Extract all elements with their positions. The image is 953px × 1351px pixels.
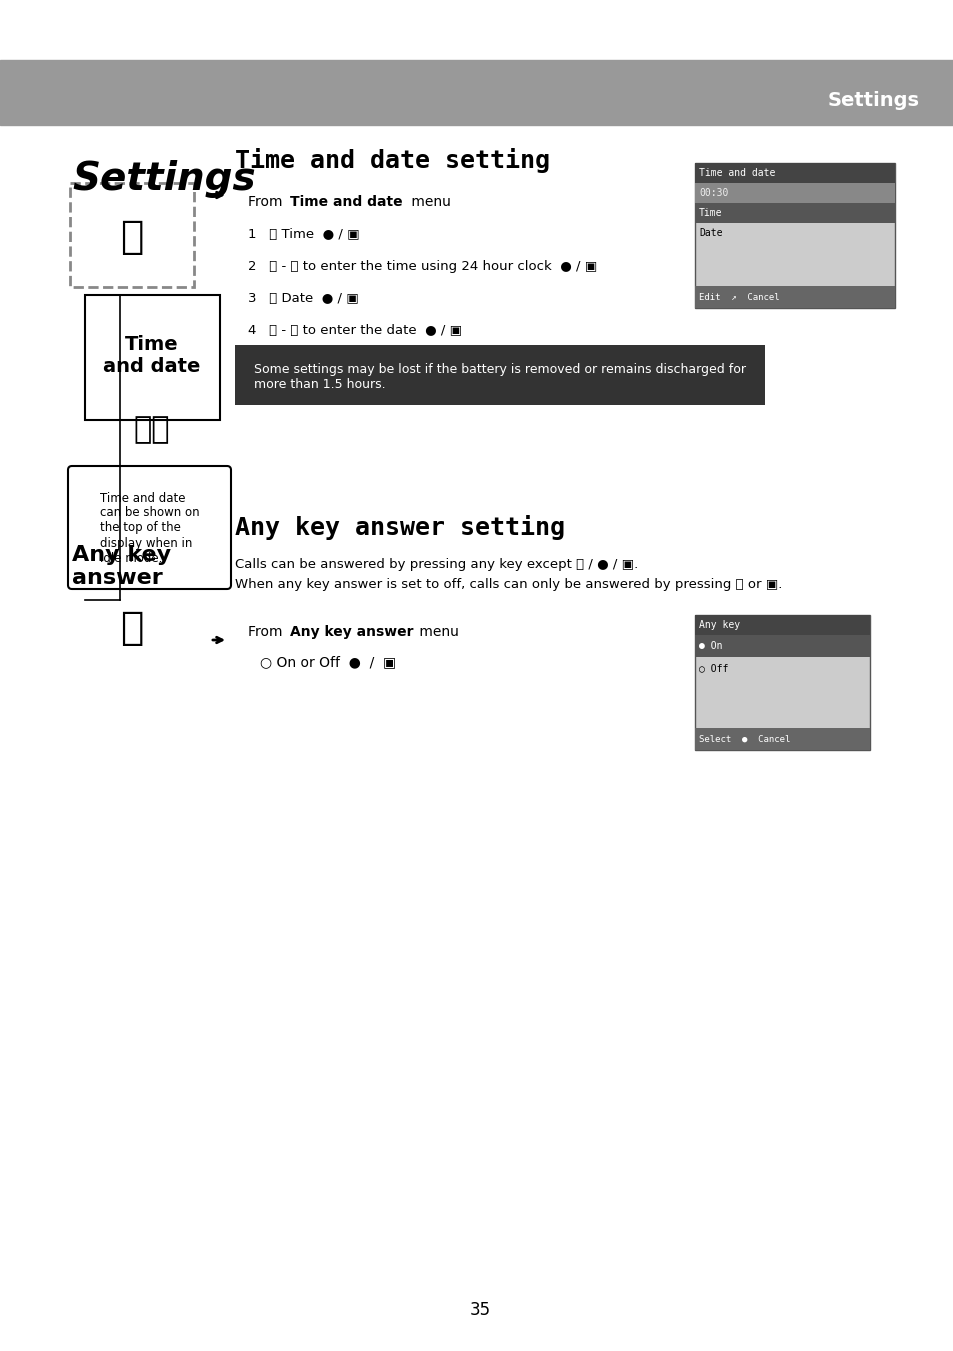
- FancyBboxPatch shape: [70, 182, 193, 286]
- Text: Select  ●  Cancel: Select ● Cancel: [699, 735, 789, 743]
- Text: 2   ⓪ - ⓷ to enter the time using 24 hour clock  ● / ▣: 2 ⓪ - ⓷ to enter the time using 24 hour …: [248, 259, 597, 273]
- Text: Time and date: Time and date: [290, 195, 402, 209]
- Text: ● On: ● On: [699, 640, 721, 651]
- Text: Time: Time: [699, 208, 721, 218]
- Bar: [695, 635, 869, 657]
- Text: From: From: [248, 195, 287, 209]
- Text: Settings: Settings: [827, 91, 919, 109]
- Text: Edit  ↗  Cancel: Edit ↗ Cancel: [699, 293, 779, 301]
- Text: From: From: [248, 626, 287, 639]
- Text: Any key: Any key: [699, 620, 740, 630]
- Text: Time and date: Time and date: [699, 168, 775, 178]
- FancyBboxPatch shape: [68, 466, 231, 589]
- Text: 35: 35: [469, 1301, 490, 1319]
- Text: Any key answer: Any key answer: [290, 626, 413, 639]
- Text: ○ Off: ○ Off: [699, 663, 727, 673]
- Text: ○ On or Off  ●  /  ▣: ○ On or Off ● / ▣: [260, 655, 395, 669]
- Text: 00:30: 00:30: [699, 188, 727, 199]
- Text: menu: menu: [407, 195, 451, 209]
- Text: Date: Date: [699, 228, 721, 238]
- Bar: [695, 615, 869, 750]
- Text: menu: menu: [415, 626, 458, 639]
- Text: 📱: 📱: [120, 609, 144, 647]
- Text: Time and date
can be shown on
the top of the
display when in
Idle mode.: Time and date can be shown on the top of…: [100, 492, 199, 565]
- Bar: [695, 182, 894, 203]
- Bar: [695, 163, 894, 182]
- Text: Time
and date: Time and date: [103, 335, 200, 376]
- Bar: [695, 728, 869, 750]
- Text: Calls can be answered by pressing any key except ⓣ / ● / ▣.: Calls can be answered by pressing any ke…: [234, 558, 638, 571]
- Bar: [695, 203, 894, 223]
- Bar: [85, 295, 220, 420]
- Text: Some settings may be lost if the battery is removed or remains discharged for
mo: Some settings may be lost if the battery…: [253, 363, 745, 390]
- Text: 3   ⓣ Date  ● / ▣: 3 ⓣ Date ● / ▣: [248, 292, 358, 305]
- Bar: [695, 163, 894, 308]
- Text: 1   ⓣ Time  ● / ▣: 1 ⓣ Time ● / ▣: [248, 228, 359, 240]
- Bar: [695, 286, 894, 308]
- Text: Any key
answer: Any key answer: [71, 544, 171, 588]
- Bar: [695, 615, 869, 635]
- Bar: [0, 59, 953, 126]
- Text: Settings: Settings: [71, 159, 255, 199]
- Bar: [234, 345, 764, 405]
- Text: ⏰🔧: ⏰🔧: [133, 416, 170, 444]
- Text: 4   ⓪ - ⓷ to enter the date  ● / ▣: 4 ⓪ - ⓷ to enter the date ● / ▣: [248, 324, 461, 336]
- Text: Any key answer setting: Any key answer setting: [234, 515, 564, 540]
- Text: When any key answer is set to off, calls can only be answered by pressing ⓣ or ▣: When any key answer is set to off, calls…: [234, 578, 781, 590]
- Text: 📱: 📱: [120, 218, 144, 255]
- Text: Time and date setting: Time and date setting: [234, 149, 550, 173]
